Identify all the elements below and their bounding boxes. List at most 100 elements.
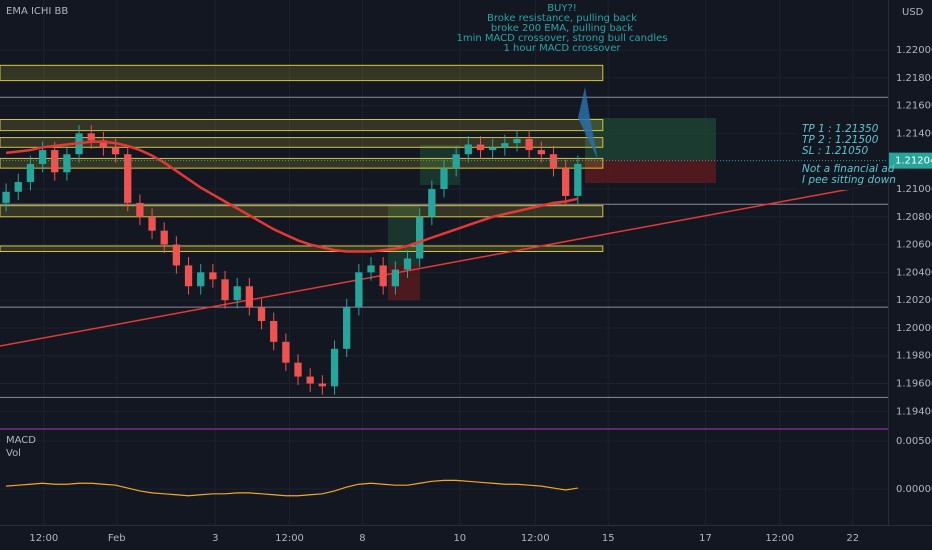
candle-body (513, 138, 521, 144)
candle-body (87, 133, 95, 141)
profit-box (585, 118, 716, 160)
zone (0, 64, 604, 82)
trade-panel (797, 118, 888, 190)
candle-body (99, 140, 108, 148)
candle-body (233, 286, 241, 301)
candle-body (14, 182, 22, 192)
y-tick-label: 1.21600 (896, 101, 932, 112)
candle-body (549, 154, 558, 169)
candle-body (197, 272, 205, 287)
x-tick-label: 12:00 (765, 533, 794, 544)
y2-tick-label: 0.00500 (896, 436, 932, 447)
current-price-label: 1.21204 (895, 156, 932, 167)
candle-body (464, 144, 472, 155)
candle-body (452, 154, 460, 169)
candle-body (306, 376, 314, 384)
y-tick-label: 1.20400 (896, 267, 932, 278)
candle-body (282, 341, 290, 363)
candle-body (111, 147, 120, 155)
x-tick-label: 3 (212, 533, 218, 544)
candle-body (257, 307, 266, 321)
candle-body (184, 265, 193, 287)
candle-body (343, 307, 351, 349)
y-tick-label: 1.21800 (896, 73, 932, 84)
annotation: Broke resistance, pulling back (487, 13, 637, 24)
y-tick-label: 1.21000 (896, 184, 932, 195)
x-tick-label: 12:00 (521, 533, 550, 544)
current-price-tag (889, 152, 932, 169)
candle-body (172, 244, 181, 266)
candle-body (294, 362, 302, 377)
trade-info: Not a financial ad (802, 163, 895, 175)
candle-body (330, 348, 339, 387)
candle-body (428, 188, 436, 217)
candle-body (501, 143, 509, 148)
indicator-label: EMA ICHI BB (6, 6, 68, 17)
zone (0, 119, 604, 132)
currency: USD (902, 7, 924, 18)
x-tick-label: Feb (108, 533, 126, 544)
candle-body (537, 150, 545, 155)
zone (0, 137, 604, 148)
candle-body (379, 265, 387, 287)
annotation: BUY?! (547, 3, 577, 14)
x-tick-label: 12:00 (29, 533, 58, 544)
y-tick-label: 1.20200 (896, 295, 932, 306)
candle-body (209, 272, 217, 280)
candle-body (51, 150, 59, 173)
annotation: 1min MACD crossover, strong bull candles (456, 33, 667, 44)
candle-body (148, 216, 156, 231)
candle-body (403, 258, 412, 270)
ema-line (5, 140, 579, 253)
candle-body (525, 138, 533, 151)
arrow (578, 87, 598, 160)
candle-body (416, 216, 424, 259)
x-tick-label: 17 (699, 533, 712, 544)
y-tick-label: 1.19400 (896, 406, 932, 417)
y-tick-label: 1.21400 (896, 128, 932, 139)
candle-body (270, 321, 278, 342)
candle-body (561, 168, 570, 196)
trend-line (0, 181, 889, 347)
y-tick-label: 1.20600 (896, 240, 932, 251)
zones (0, 64, 888, 398)
annotation: broke 200 EMA, pulling back (491, 23, 633, 34)
candle-body (440, 168, 448, 189)
candle-body (476, 144, 485, 151)
candle-body (355, 272, 363, 308)
candle-body (136, 202, 144, 217)
trade-info: I pee sitting down (802, 174, 896, 186)
candle-body (124, 154, 132, 203)
grid (0, 0, 888, 525)
zone (0, 205, 604, 218)
annotation: 1 hour MACD crossover (503, 43, 621, 54)
ichimoku-cloud (388, 205, 420, 265)
x-tick-label: 22 (846, 533, 859, 544)
y-tick-label: 1.19800 (896, 351, 932, 362)
zone (0, 245, 604, 253)
x-tick-label: 10 (453, 533, 466, 544)
macd-label: MACD (6, 435, 36, 446)
macd-line (6, 479, 578, 497)
loss-box (585, 160, 716, 183)
candle-body (367, 265, 375, 273)
plot (2, 125, 582, 497)
trade-info: SL : 1.21050 (802, 145, 868, 157)
candle-body (245, 286, 254, 308)
candle-body (318, 383, 327, 387)
trade-info: TP 1 : 1.21350 (802, 123, 879, 135)
trade-info: TP 2 : 1.21500 (802, 134, 879, 146)
x-tick-label: 12:00 (275, 533, 304, 544)
candle-body (489, 147, 497, 151)
zone (0, 157, 604, 169)
candle-body (574, 163, 582, 196)
candle-body (2, 191, 10, 203)
candle-body (38, 150, 47, 164)
x-tick-label: 8 (359, 533, 365, 544)
candle-body (391, 269, 399, 287)
candle-body (63, 154, 71, 173)
